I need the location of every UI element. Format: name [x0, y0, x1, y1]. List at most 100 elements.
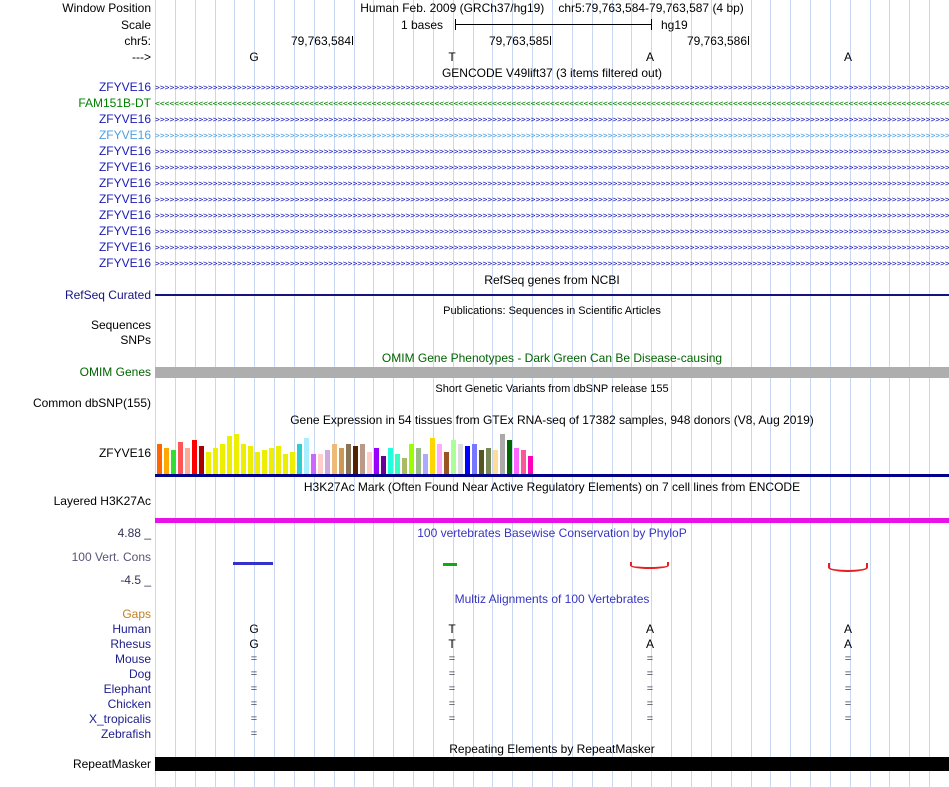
gene-arrow-line[interactable]: >>>>>>>>>>>>>>>>>>>>>>>>>>>>>>>>>>>>>>>>… [155, 211, 949, 220]
omim-genes-label[interactable]: OMIM Genes [79, 365, 151, 379]
alignment-cell: = [844, 713, 852, 725]
gtex-expression-bar [171, 450, 176, 474]
species-label[interactable]: Mouse [114, 652, 151, 666]
dbsnp-track-title[interactable]: Short Genetic Variants from dbSNP releas… [435, 383, 669, 395]
window-position-label: Window Position [62, 1, 151, 15]
gene-arrow-line[interactable]: >>>>>>>>>>>>>>>>>>>>>>>>>>>>>>>>>>>>>>>>… [155, 147, 949, 156]
ruler-number: 79,763,585 [488, 34, 549, 48]
gene-arrow-line[interactable]: >>>>>>>>>>>>>>>>>>>>>>>>>>>>>>>>>>>>>>>>… [155, 259, 949, 268]
gtex-expression-bar [206, 452, 211, 474]
snps-track-label[interactable]: SNPs [120, 333, 151, 347]
alignment-cell: G [249, 637, 259, 651]
base-guide-line [651, 0, 652, 787]
gtex-expression-bar [381, 456, 386, 474]
base-guide-line [215, 0, 216, 787]
refseq-gene-line[interactable] [155, 294, 949, 296]
base-guide-line [790, 0, 791, 787]
base-guide-line [671, 0, 672, 787]
sequences-track-label[interactable]: Sequences [90, 318, 151, 332]
base-guide-line [473, 0, 474, 787]
gene-arrow-line[interactable]: >>>>>>>>>>>>>>>>>>>>>>>>>>>>>>>>>>>>>>>>… [155, 243, 949, 252]
omim-gene-bar[interactable] [155, 367, 949, 378]
gtex-expression-bar [430, 438, 435, 474]
gtex-expression-bar [332, 444, 337, 474]
gtex-expression-bar [276, 446, 281, 474]
refseq-curated-label[interactable]: RefSeq Curated [64, 288, 151, 302]
species-label[interactable]: Human [112, 622, 151, 636]
alignment-cell: = [250, 728, 258, 740]
alignment-cell: = [448, 653, 456, 665]
base-guide-line [810, 0, 811, 787]
gene-arrow-line[interactable]: <<<<<<<<<<<<<<<<<<<<<<<<<<<<<<<<<<<<<<<<… [155, 99, 949, 108]
gtex-expression-bar [241, 444, 246, 474]
gene-label[interactable]: ZFYVE16 [98, 80, 151, 94]
base-guide-line [195, 0, 196, 787]
gene-label[interactable]: ZFYVE16 [98, 144, 151, 158]
conservation-track-label[interactable]: 100 Vert. Cons [71, 550, 151, 564]
species-label[interactable]: Rhesus [110, 637, 151, 651]
species-label[interactable]: Gaps [122, 607, 151, 621]
gene-label[interactable]: ZFYVE16 [98, 224, 151, 238]
chromosome-label: chr5: [124, 34, 151, 48]
ruler-tick [550, 36, 551, 45]
gtex-expression-bar [234, 434, 239, 474]
gtex-expression-bar [388, 448, 393, 474]
species-label[interactable]: Dog [128, 667, 151, 681]
gtex-expression-bar [192, 440, 197, 474]
phylop-track-title[interactable]: 100 vertebrates Basewise Conservation by… [417, 526, 687, 540]
alignment-cell: = [844, 698, 852, 710]
gtex-track-title[interactable]: Gene Expression in 54 tissues from GTEx … [290, 413, 814, 427]
gtex-expression-bar [458, 444, 463, 474]
alignment-cell: = [250, 668, 258, 680]
gene-arrow-line[interactable]: >>>>>>>>>>>>>>>>>>>>>>>>>>>>>>>>>>>>>>>>… [155, 131, 949, 140]
gtex-expression-bar [346, 444, 351, 474]
gene-arrow-line[interactable]: >>>>>>>>>>>>>>>>>>>>>>>>>>>>>>>>>>>>>>>>… [155, 195, 949, 204]
base-guide-line [830, 0, 831, 787]
h3k27ac-track-title[interactable]: H3K27Ac Mark (Often Found Near Active Re… [303, 480, 801, 494]
gene-label[interactable]: ZFYVE16 [98, 192, 151, 206]
common-dbsnp-label[interactable]: Common dbSNP(155) [32, 396, 151, 410]
alignment-cell: = [448, 683, 456, 695]
repeatmasker-track-title[interactable]: Repeating Elements by RepeatMasker [449, 742, 655, 756]
publications-track-title[interactable]: Publications: Sequences in Scientific Ar… [443, 305, 661, 317]
phylop-wiggle-mark [630, 562, 669, 569]
gene-label[interactable]: ZFYVE16 [98, 176, 151, 190]
repeatmasker-label[interactable]: RepeatMasker [72, 757, 151, 771]
base-guide-line [155, 0, 156, 787]
species-label[interactable]: Elephant [103, 682, 151, 696]
alignment-cell: A [645, 637, 654, 651]
gene-label[interactable]: ZFYVE16 [98, 256, 151, 270]
gtex-expression-bar [262, 450, 267, 474]
gene-arrow-line[interactable]: >>>>>>>>>>>>>>>>>>>>>>>>>>>>>>>>>>>>>>>>… [155, 115, 949, 124]
alignment-cell: = [844, 683, 852, 695]
gene-label[interactable]: ZFYVE16 [98, 208, 151, 222]
repeatmasker-bar[interactable] [155, 757, 949, 771]
gene-arrow-line[interactable]: >>>>>>>>>>>>>>>>>>>>>>>>>>>>>>>>>>>>>>>>… [155, 179, 949, 188]
refseq-track-title[interactable]: RefSeq genes from NCBI [484, 273, 620, 287]
gene-arrow-line[interactable]: >>>>>>>>>>>>>>>>>>>>>>>>>>>>>>>>>>>>>>>>… [155, 83, 949, 92]
omim-track-title[interactable]: OMIM Gene Phenotypes - Dark Green Can Be… [381, 351, 723, 365]
gencode-track-title[interactable]: GENCODE V49lift37 (3 items filtered out) [441, 66, 663, 80]
gene-label[interactable]: ZFYVE16 [98, 128, 151, 142]
gene-label[interactable]: ZFYVE16 [98, 160, 151, 174]
species-label[interactable]: X_tropicalis [88, 712, 151, 726]
multiz-track-title[interactable]: Multiz Alignments of 100 Vertebrates [454, 592, 650, 606]
gene-arrow-line[interactable]: >>>>>>>>>>>>>>>>>>>>>>>>>>>>>>>>>>>>>>>>… [155, 227, 949, 236]
strand-label: ---> [132, 50, 151, 64]
base-guide-line [413, 0, 414, 787]
alignment-cell: = [646, 653, 654, 665]
species-label[interactable]: Zebrafish [100, 727, 151, 741]
gene-label[interactable]: FAM151B-DT [78, 96, 151, 110]
h3k27ac-signal-bar[interactable] [155, 518, 949, 523]
gene-label[interactable]: ZFYVE16 [98, 240, 151, 254]
gene-label[interactable]: ZFYVE16 [98, 112, 151, 126]
species-label[interactable]: Chicken [107, 697, 151, 711]
gtex-expression-chart[interactable] [155, 428, 949, 474]
window-position-header: Human Feb. 2009 (GRCh37/hg19) chr5:79,76… [155, 2, 949, 15]
gtex-gene-label[interactable]: ZFYVE16 [98, 446, 151, 460]
phylop-wiggle-mark [828, 563, 868, 572]
sequence-base: T [448, 50, 456, 64]
layered-h3k27ac-label[interactable]: Layered H3K27Ac [53, 494, 151, 508]
base-guide-line [552, 0, 553, 787]
gene-arrow-line[interactable]: >>>>>>>>>>>>>>>>>>>>>>>>>>>>>>>>>>>>>>>>… [155, 163, 949, 172]
